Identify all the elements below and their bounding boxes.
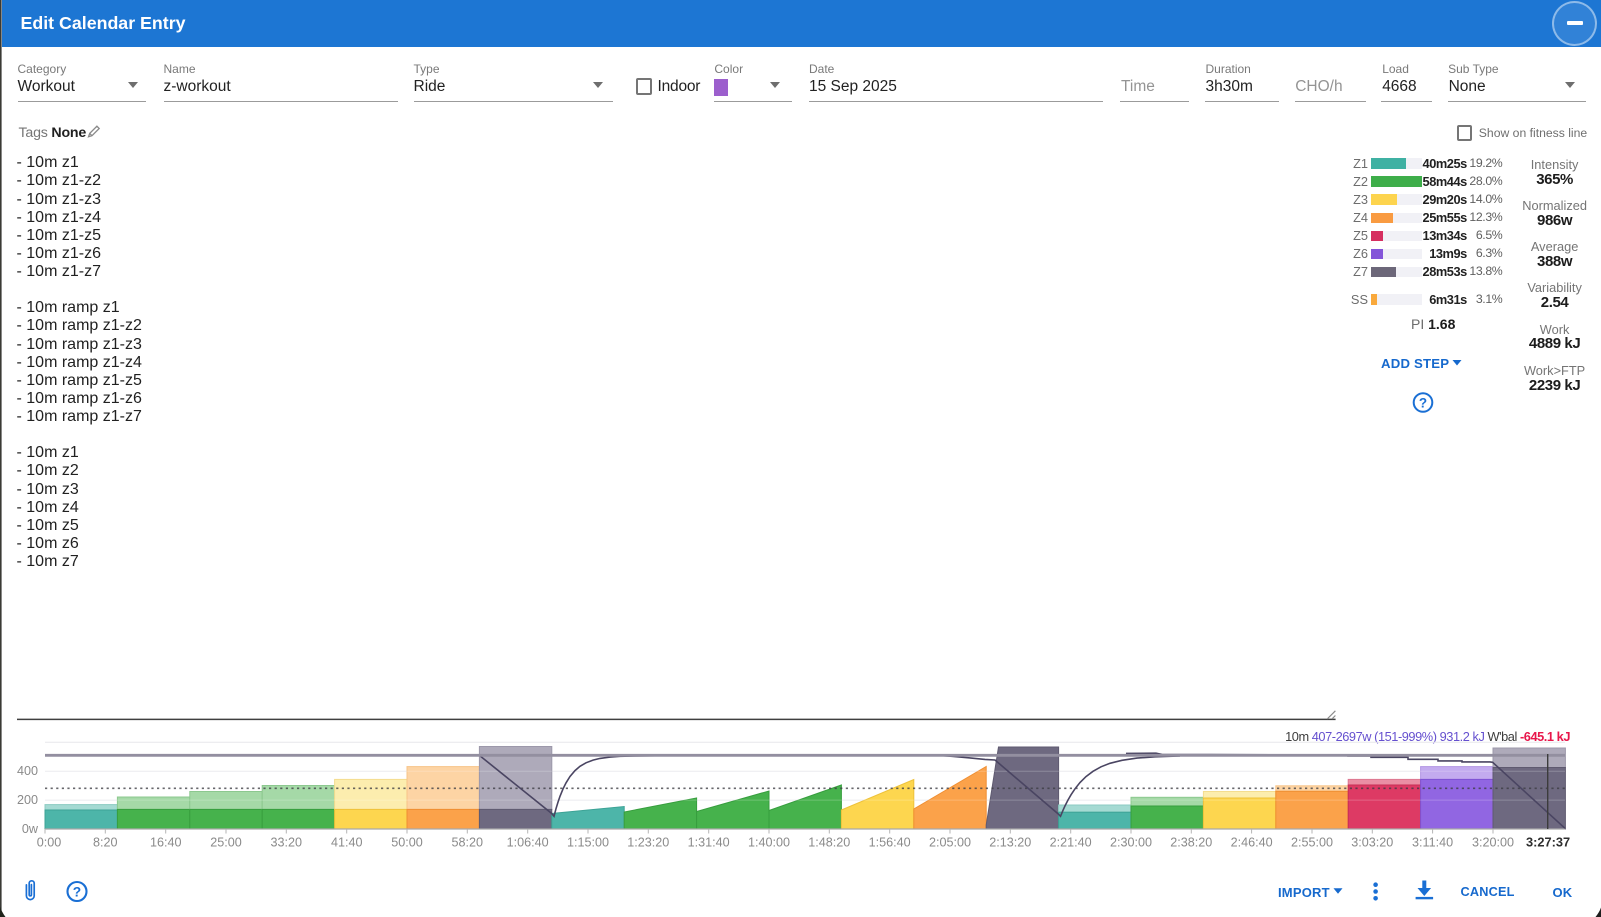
svg-text:8:20: 8:20 <box>93 836 118 850</box>
svg-text:200: 200 <box>17 793 38 807</box>
svg-text:2:46:40: 2:46:40 <box>1231 836 1273 850</box>
svg-text:3:03:20: 3:03:20 <box>1351 836 1393 850</box>
svg-text:1:06:40: 1:06:40 <box>507 836 549 850</box>
svg-text:0w: 0w <box>22 822 39 836</box>
svg-text:1:15:00: 1:15:00 <box>567 836 609 850</box>
svg-text:41:40: 41:40 <box>331 836 363 850</box>
svg-text:16:40: 16:40 <box>150 836 182 850</box>
svg-text:?: ? <box>1419 396 1427 411</box>
svg-text:1:40:00: 1:40:00 <box>748 836 790 850</box>
svg-text:2:38:20: 2:38:20 <box>1170 836 1212 850</box>
svg-text:58:20: 58:20 <box>452 836 484 850</box>
svg-text:1:48:20: 1:48:20 <box>808 836 850 850</box>
svg-text:3:27:37: 3:27:37 <box>1526 835 1570 850</box>
svg-text:1:23:20: 1:23:20 <box>627 836 669 850</box>
svg-text:400: 400 <box>17 764 38 778</box>
svg-text:0:00: 0:00 <box>37 836 62 850</box>
svg-text:2:55:00: 2:55:00 <box>1291 836 1333 850</box>
svg-text:50:00: 50:00 <box>391 836 423 850</box>
svg-text:2:21:40: 2:21:40 <box>1050 836 1092 850</box>
svg-text:1:31:40: 1:31:40 <box>688 836 730 850</box>
svg-text:25:00: 25:00 <box>210 836 242 850</box>
svg-text:?: ? <box>73 885 81 900</box>
svg-text:2:13:20: 2:13:20 <box>989 836 1031 850</box>
svg-text:1:56:40: 1:56:40 <box>869 836 911 850</box>
svg-text:3:20:00: 3:20:00 <box>1472 836 1514 850</box>
svg-text:3:11:40: 3:11:40 <box>1412 836 1453 850</box>
svg-text:33:20: 33:20 <box>271 836 303 850</box>
svg-text:2:05:00: 2:05:00 <box>929 836 971 850</box>
svg-text:2:30:00: 2:30:00 <box>1110 836 1152 850</box>
